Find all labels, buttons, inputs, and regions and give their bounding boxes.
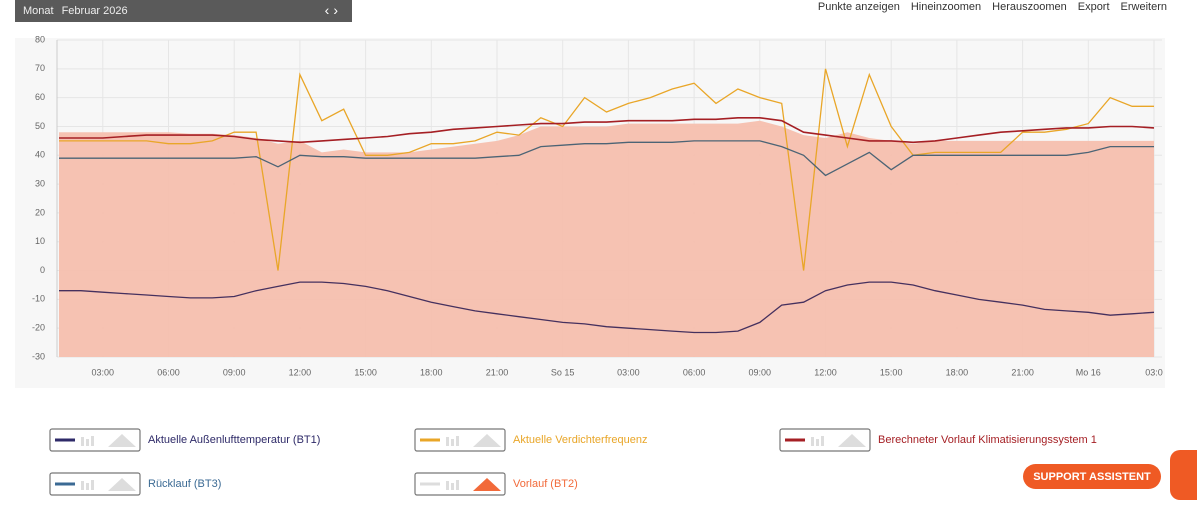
legend-bars bbox=[86, 439, 89, 446]
action-link[interactable]: Export bbox=[1077, 1, 1110, 13]
line bbox=[59, 281, 1155, 334]
legend-item[interactable]: Aktuelle Außenlufttemperatur (BT1) bbox=[49, 428, 320, 452]
x-tick-label: 06:00 bbox=[157, 367, 180, 377]
period-arrows[interactable]: ‹› bbox=[324, 2, 342, 18]
y-tick-label: -20 bbox=[32, 323, 45, 333]
x-tick-label: 03:00 bbox=[617, 367, 640, 377]
x-tick-label: 18:00 bbox=[946, 367, 969, 377]
chat-icon[interactable] bbox=[1170, 450, 1197, 500]
legend-bars bbox=[456, 480, 459, 490]
legend-bars bbox=[81, 437, 84, 446]
legend-item[interactable]: Rücklauf (BT3) bbox=[49, 472, 221, 496]
legend-area-icon bbox=[473, 478, 501, 491]
legend-bars bbox=[816, 439, 819, 446]
x-tick-label: So 15 bbox=[551, 367, 575, 377]
x-tick-label: 09:00 bbox=[223, 367, 246, 377]
legend-item[interactable]: Vorlauf (BT2) bbox=[414, 472, 578, 496]
line bbox=[59, 117, 1155, 144]
y-tick-label: -30 bbox=[32, 351, 45, 361]
legend-area-icon bbox=[108, 478, 136, 491]
period-label: Monat bbox=[23, 5, 54, 17]
action-link[interactable]: Herauszoomen bbox=[992, 1, 1067, 13]
x-tick-label: 21:00 bbox=[486, 367, 509, 377]
action-link[interactable]: Hineinzoomen bbox=[910, 1, 982, 13]
x-tick-label: 15:00 bbox=[880, 367, 903, 377]
action-link[interactable]: Punkte anzeigen bbox=[817, 1, 900, 13]
legend-bars bbox=[81, 481, 84, 490]
action-link[interactable]: Erweitern bbox=[1120, 1, 1167, 13]
legend-bars bbox=[451, 483, 454, 490]
y-tick-label: 50 bbox=[35, 121, 45, 131]
area bbox=[59, 120, 1154, 357]
x-tick-label: 12:00 bbox=[814, 367, 837, 377]
legend-area-icon bbox=[838, 434, 866, 447]
chart-actions: Punkte anzeigen Hineinzoomen Herauszoomen E… bbox=[818, 1, 1167, 13]
legend-label: Berechneter Vorlauf Klimatisierungssyste… bbox=[878, 434, 1097, 446]
legend-bars bbox=[456, 436, 459, 446]
legend-bars bbox=[446, 481, 449, 490]
x-tick-label: 06:00 bbox=[683, 367, 706, 377]
y-tick-label: 80 bbox=[35, 34, 45, 44]
line bbox=[59, 68, 1154, 271]
legend-bars bbox=[451, 439, 454, 446]
legend-label: Aktuelle Verdichterfrequenz bbox=[513, 434, 648, 446]
y-tick-label: 20 bbox=[35, 207, 45, 217]
legend-label: Vorlauf (BT2) bbox=[513, 478, 578, 490]
y-tick-label: 40 bbox=[35, 150, 45, 160]
legend-bars bbox=[811, 437, 814, 446]
legend-label: Aktuelle Außenlufttemperatur (BT1) bbox=[148, 434, 320, 446]
y-tick-label: 10 bbox=[35, 236, 45, 246]
legend-label: Rücklauf (BT3) bbox=[148, 478, 221, 490]
x-tick-label: 03:00 bbox=[92, 367, 115, 377]
legend-bars bbox=[91, 480, 94, 490]
y-tick-label: 60 bbox=[35, 92, 45, 102]
legend-bars bbox=[86, 483, 89, 490]
x-tick-label: 18:00 bbox=[420, 367, 443, 377]
support-button[interactable]: SUPPORT ASSISTENT bbox=[1023, 464, 1161, 489]
y-tick-label: 30 bbox=[35, 178, 45, 188]
x-tick-label: Mo 16 bbox=[1076, 367, 1101, 377]
y-tick-label: 70 bbox=[35, 63, 45, 73]
legend-item[interactable]: Aktuelle Verdichterfrequenz bbox=[414, 428, 648, 452]
legend-bars bbox=[446, 437, 449, 446]
y-tick-label: -10 bbox=[32, 294, 45, 304]
legend-bars bbox=[821, 436, 824, 446]
legend-area-icon bbox=[108, 434, 136, 447]
x-tick-label: 12:00 bbox=[289, 367, 312, 377]
legend-area-icon bbox=[473, 434, 501, 447]
x-tick-label: 21:00 bbox=[1011, 367, 1034, 377]
x-tick-label: 15:00 bbox=[354, 367, 377, 377]
x-tick-label: 09:00 bbox=[749, 367, 772, 377]
period-selector[interactable]: Monat Februar 2026 ‹› bbox=[15, 0, 352, 22]
y-tick-label: 0 bbox=[40, 265, 45, 275]
x-tick-label: 03:0 bbox=[1145, 367, 1163, 377]
legend-item[interactable]: Berechneter Vorlauf Klimatisierungssyste… bbox=[779, 428, 1097, 452]
legend-bars bbox=[91, 436, 94, 446]
line bbox=[59, 140, 1154, 177]
period-value: Februar 2026 bbox=[61, 5, 128, 17]
